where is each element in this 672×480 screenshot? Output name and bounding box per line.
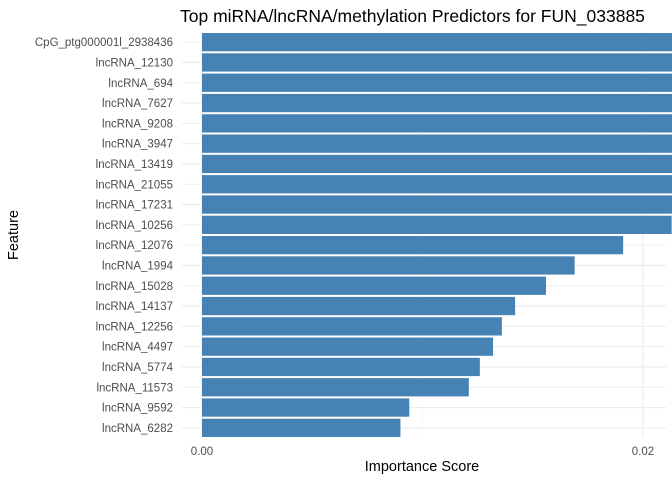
y-tick-label: lncRNA_17231 xyxy=(96,200,173,212)
bar-lncRNA_12130 xyxy=(202,53,672,72)
bar-lncRNA_694 xyxy=(202,73,672,92)
bar-CpG_ptg000001l_2938436 xyxy=(202,33,672,52)
bar-lncRNA_6282 xyxy=(202,418,401,437)
y-tick-label: lncRNA_3947 xyxy=(102,139,173,151)
bar-lncRNA_3947 xyxy=(202,134,672,153)
y-tick-label: lncRNA_1994 xyxy=(102,260,174,272)
y-tick-label: lncRNA_7627 xyxy=(102,98,173,110)
y-tick-label: lncRNA_15028 xyxy=(96,281,173,293)
y-tick-label: lncRNA_14137 xyxy=(96,301,173,313)
y-tick-label: lncRNA_12256 xyxy=(96,321,173,333)
y-tick-label: lncRNA_11573 xyxy=(96,382,173,394)
y-tick-label: lncRNA_12076 xyxy=(96,240,173,252)
y-tick-label: lncRNA_9592 xyxy=(102,403,173,415)
y-tick-label: lncRNA_4497 xyxy=(102,342,173,354)
bar-lncRNA_7627 xyxy=(202,93,672,113)
bar-lncRNA_15028 xyxy=(202,276,546,295)
y-tick-label: lncRNA_694 xyxy=(108,78,173,90)
y-tick-label: lncRNA_5774 xyxy=(102,362,174,374)
y-tick-label: CpG_ptg000001l_2938436 xyxy=(35,37,173,49)
bar-lncRNA_11573 xyxy=(202,378,469,397)
x-axis-title: Importance Score xyxy=(365,459,479,475)
bar-lncRNA_9208 xyxy=(202,114,672,133)
y-tick-label: lncRNA_12130 xyxy=(96,57,173,69)
bar-lncRNA_12076 xyxy=(202,236,624,255)
bar-layer xyxy=(202,33,672,437)
chart-title: Top miRNA/lncRNA/methylation Predictors … xyxy=(180,6,645,27)
y-axis-title: Feature xyxy=(6,210,22,260)
y-tick-label: lncRNA_10256 xyxy=(96,220,173,232)
y-tick-label: lncRNA_9208 xyxy=(102,118,173,130)
y-tick-label: lncRNA_6282 xyxy=(102,423,173,435)
y-tick-label: lncRNA_13419 xyxy=(96,159,173,171)
x-tick-label: 0.02 xyxy=(632,446,654,458)
bar-lncRNA_14137 xyxy=(202,296,516,316)
bar-lncRNA_5774 xyxy=(202,357,480,377)
y-tick-label: lncRNA_21055 xyxy=(96,179,173,191)
bar-lncRNA_17231 xyxy=(202,195,672,214)
bar-lncRNA_1994 xyxy=(202,256,575,275)
x-tick-labels: 0.000.020.040.06 xyxy=(191,446,654,458)
bar-lncRNA_9592 xyxy=(202,398,410,417)
bar-lncRNA_4497 xyxy=(202,337,494,356)
bar-lncRNA_10256 xyxy=(202,215,672,234)
bar-lncRNA_13419 xyxy=(202,154,672,174)
x-tick-label: 0.00 xyxy=(191,446,213,458)
bar-lncRNA_12256 xyxy=(202,317,502,336)
bar-lncRNA_21055 xyxy=(202,175,672,194)
y-tick-labels: CpG_ptg000001l_2938436 lncRNA_12130 lncRNA… xyxy=(35,37,174,435)
